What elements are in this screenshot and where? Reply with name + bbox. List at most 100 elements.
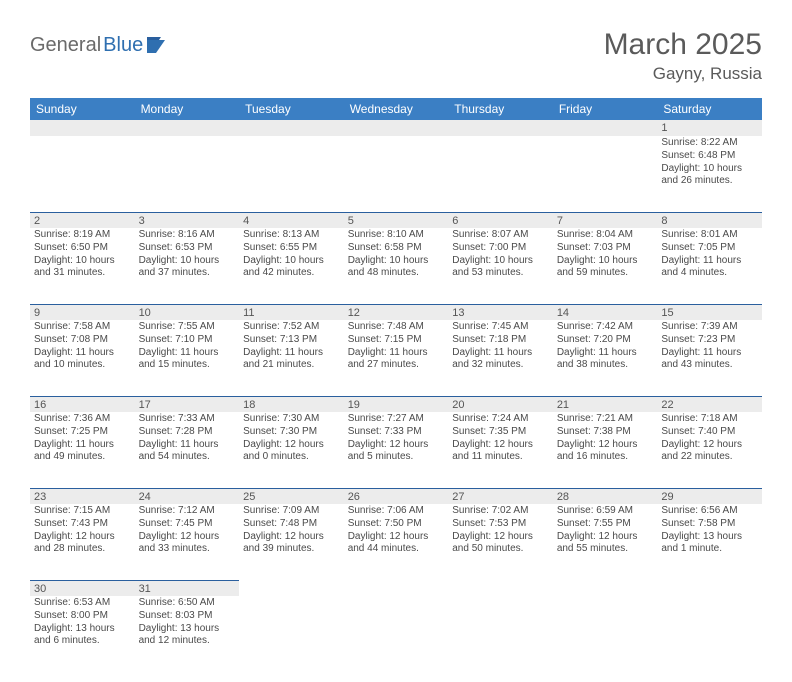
sunrise-text: Sunrise: 7:58 AM [34,321,131,334]
daylight-text: Daylight: 11 hours and 43 minutes. [661,347,758,373]
sunrise-text: Sunrise: 7:48 AM [348,321,445,334]
sunrise-text: Sunrise: 7:45 AM [452,321,549,334]
daylight-text: Daylight: 10 hours and 59 minutes. [557,255,654,281]
day-number [657,580,762,596]
day-number: 9 [30,304,135,320]
sunrise-text: Sunrise: 7:39 AM [661,321,758,334]
day-number: 31 [135,580,240,596]
day-cell: Sunrise: 8:22 AMSunset: 6:48 PMDaylight:… [657,136,762,212]
day-cell [344,596,449,672]
daylight-text: Daylight: 12 hours and 33 minutes. [139,531,236,557]
day-number: 17 [135,396,240,412]
day-number: 10 [135,304,240,320]
daylight-text: Daylight: 11 hours and 21 minutes. [243,347,340,373]
sunset-text: Sunset: 6:55 PM [243,242,340,255]
day-cell [448,596,553,672]
day-cell [553,596,658,672]
sunrise-text: Sunrise: 7:27 AM [348,413,445,426]
day-number: 19 [344,396,449,412]
sunrise-text: Sunrise: 6:53 AM [34,597,131,610]
day-cell [448,136,553,212]
sunset-text: Sunset: 7:18 PM [452,334,549,347]
day-number: 16 [30,396,135,412]
sunset-text: Sunset: 7:08 PM [34,334,131,347]
sunrise-text: Sunrise: 8:22 AM [661,137,758,150]
day-number-row: 3031 [30,580,762,596]
daylight-text: Daylight: 13 hours and 12 minutes. [139,623,236,649]
sunrise-text: Sunrise: 7:36 AM [34,413,131,426]
sunset-text: Sunset: 7:28 PM [139,426,236,439]
sunset-text: Sunset: 7:43 PM [34,518,131,531]
daylight-text: Daylight: 11 hours and 4 minutes. [661,255,758,281]
day-cell: Sunrise: 7:02 AMSunset: 7:53 PMDaylight:… [448,504,553,580]
sunrise-text: Sunrise: 7:12 AM [139,505,236,518]
day-number: 4 [239,212,344,228]
day-cell: Sunrise: 7:55 AMSunset: 7:10 PMDaylight:… [135,320,240,396]
sunset-text: Sunset: 7:13 PM [243,334,340,347]
sunset-text: Sunset: 6:58 PM [348,242,445,255]
weekday-header: Friday [553,98,658,120]
day-cell: Sunrise: 7:15 AMSunset: 7:43 PMDaylight:… [30,504,135,580]
day-cell [344,136,449,212]
day-cell: Sunrise: 6:56 AMSunset: 7:58 PMDaylight:… [657,504,762,580]
day-cell: Sunrise: 8:04 AMSunset: 7:03 PMDaylight:… [553,228,658,304]
sunset-text: Sunset: 7:53 PM [452,518,549,531]
day-cell: Sunrise: 7:30 AMSunset: 7:30 PMDaylight:… [239,412,344,488]
day-number: 1 [657,120,762,136]
day-number: 23 [30,488,135,504]
location: Gayny, Russia [604,64,762,84]
day-number [135,120,240,136]
daylight-text: Daylight: 12 hours and 44 minutes. [348,531,445,557]
logo: General Blue [30,28,169,57]
day-content-row: Sunrise: 6:53 AMSunset: 8:00 PMDaylight:… [30,596,762,672]
day-number-row: 16171819202122 [30,396,762,412]
sunset-text: Sunset: 7:38 PM [557,426,654,439]
sunrise-text: Sunrise: 7:06 AM [348,505,445,518]
day-number-row: 2345678 [30,212,762,228]
daylight-text: Daylight: 10 hours and 48 minutes. [348,255,445,281]
day-cell: Sunrise: 6:53 AMSunset: 8:00 PMDaylight:… [30,596,135,672]
day-cell: Sunrise: 7:24 AMSunset: 7:35 PMDaylight:… [448,412,553,488]
sunset-text: Sunset: 7:35 PM [452,426,549,439]
day-number-row: 9101112131415 [30,304,762,320]
day-number: 25 [239,488,344,504]
day-number-row: 23242526272829 [30,488,762,504]
sunset-text: Sunset: 7:23 PM [661,334,758,347]
sunrise-text: Sunrise: 7:33 AM [139,413,236,426]
day-number: 3 [135,212,240,228]
sunset-text: Sunset: 6:48 PM [661,150,758,163]
logo-text-blue: Blue [103,34,143,57]
daylight-text: Daylight: 10 hours and 26 minutes. [661,163,758,189]
day-content-row: Sunrise: 7:58 AMSunset: 7:08 PM Daylight:… [30,320,762,396]
daylight-text: Daylight: 12 hours and 50 minutes. [452,531,549,557]
daylight-text: Daylight: 11 hours and 15 minutes. [139,347,236,373]
day-cell: Sunrise: 7:21 AMSunset: 7:38 PMDaylight:… [553,412,658,488]
sunrise-text: Sunrise: 8:16 AM [139,229,236,242]
sunrise-text: Sunrise: 6:56 AM [661,505,758,518]
day-number: 6 [448,212,553,228]
day-cell [657,596,762,672]
daylight-text: Daylight: 12 hours and 11 minutes. [452,439,549,465]
day-cell [135,136,240,212]
daylight-text: Daylight: 10 hours and 53 minutes. [452,255,549,281]
daylight-text: Daylight: 12 hours and 28 minutes. [34,531,131,557]
day-cell: Sunrise: 7:06 AMSunset: 7:50 PMDaylight:… [344,504,449,580]
day-number [553,580,658,596]
day-cell: Sunrise: 8:01 AMSunset: 7:05 PMDaylight:… [657,228,762,304]
day-content-row: Sunrise: 8:19 AMSunset: 6:50 PMDaylight:… [30,228,762,304]
sunrise-text: Sunrise: 7:24 AM [452,413,549,426]
day-number [448,580,553,596]
sunrise-text: Sunrise: 7:18 AM [661,413,758,426]
sunset-text: Sunset: 7:03 PM [557,242,654,255]
day-cell: Sunrise: 7:42 AMSunset: 7:20 PMDaylight:… [553,320,658,396]
day-number: 13 [448,304,553,320]
weekday-row: SundayMondayTuesdayWednesdayThursdayFrid… [30,98,762,120]
day-content-row: Sunrise: 8:22 AMSunset: 6:48 PMDaylight:… [30,136,762,212]
calendar-body: 1Sunrise: 8:22 AMSunset: 6:48 PMDaylight… [30,120,762,672]
day-number: 18 [239,396,344,412]
day-number: 26 [344,488,449,504]
day-number: 29 [657,488,762,504]
daylight-text: Daylight: 10 hours and 31 minutes. [34,255,131,281]
daylight-text: Daylight: 11 hours and 54 minutes. [139,439,236,465]
day-cell: Sunrise: 7:33 AMSunset: 7:28 PMDaylight:… [135,412,240,488]
